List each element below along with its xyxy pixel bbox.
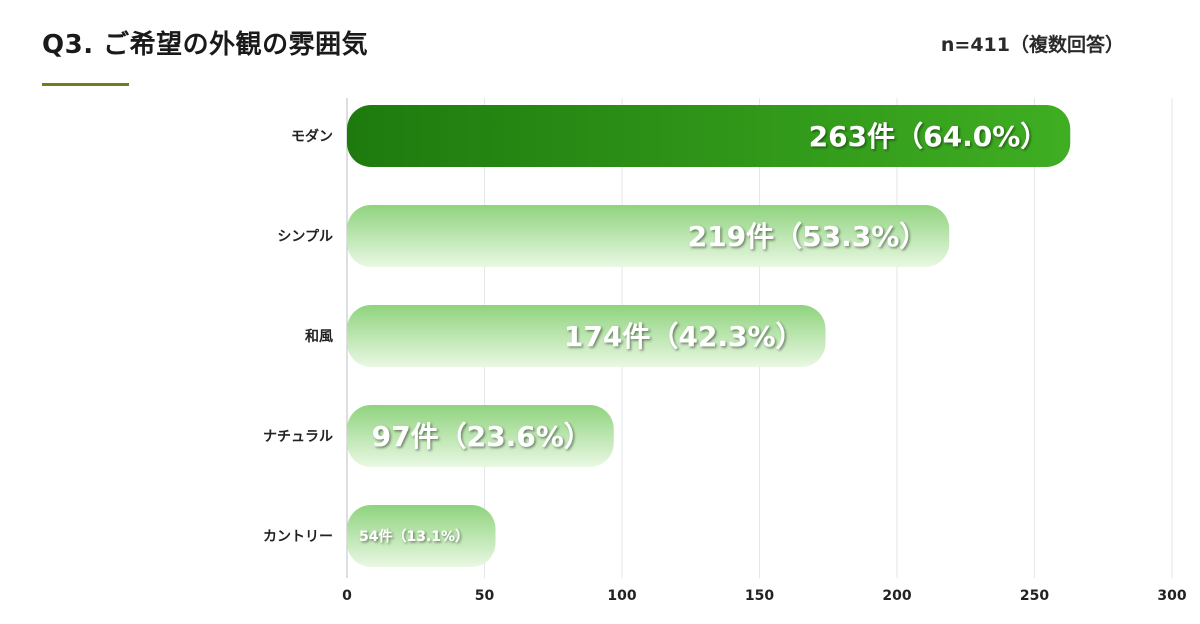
bar — [347, 305, 826, 367]
bar — [347, 405, 614, 467]
x-tick-label: 150 — [745, 588, 774, 604]
x-tick-labels: 0 50 100 150 200 250 300 — [342, 588, 1187, 604]
bar — [347, 205, 950, 267]
data-label: 97件（23.6%） — [372, 420, 592, 453]
data-label: 219件（53.3%） — [688, 220, 928, 253]
x-tick-label: 250 — [1020, 588, 1049, 604]
x-tick-label: 200 — [882, 588, 911, 604]
bar — [347, 105, 1071, 167]
x-tick-label: 50 — [475, 588, 495, 604]
data-label: 54件（13.1%） — [359, 528, 469, 545]
data-label: 174件（42.3%） — [564, 320, 804, 353]
data-label: 263件（64.0%） — [809, 120, 1049, 153]
bar — [347, 505, 496, 567]
x-tick-label: 300 — [1157, 588, 1186, 604]
category-label: 和風 — [305, 329, 333, 345]
category-label: モダン — [291, 128, 333, 145]
category-label: ナチュラル — [263, 429, 333, 445]
category-label: カントリー — [263, 529, 333, 545]
x-tick-label: 0 — [342, 588, 352, 604]
sample-size-label: n=411（複数回答） — [940, 34, 1124, 56]
chart-title: Q3. ご希望の外観の雰囲気 — [42, 30, 369, 60]
x-tick-label: 100 — [607, 588, 636, 604]
category-label: シンプル — [277, 229, 333, 245]
bars-group: 263件（64.0%） 219件（53.3%） 174件（42.3%） 97件（23.… — [347, 105, 1071, 567]
title-underline — [42, 83, 129, 86]
